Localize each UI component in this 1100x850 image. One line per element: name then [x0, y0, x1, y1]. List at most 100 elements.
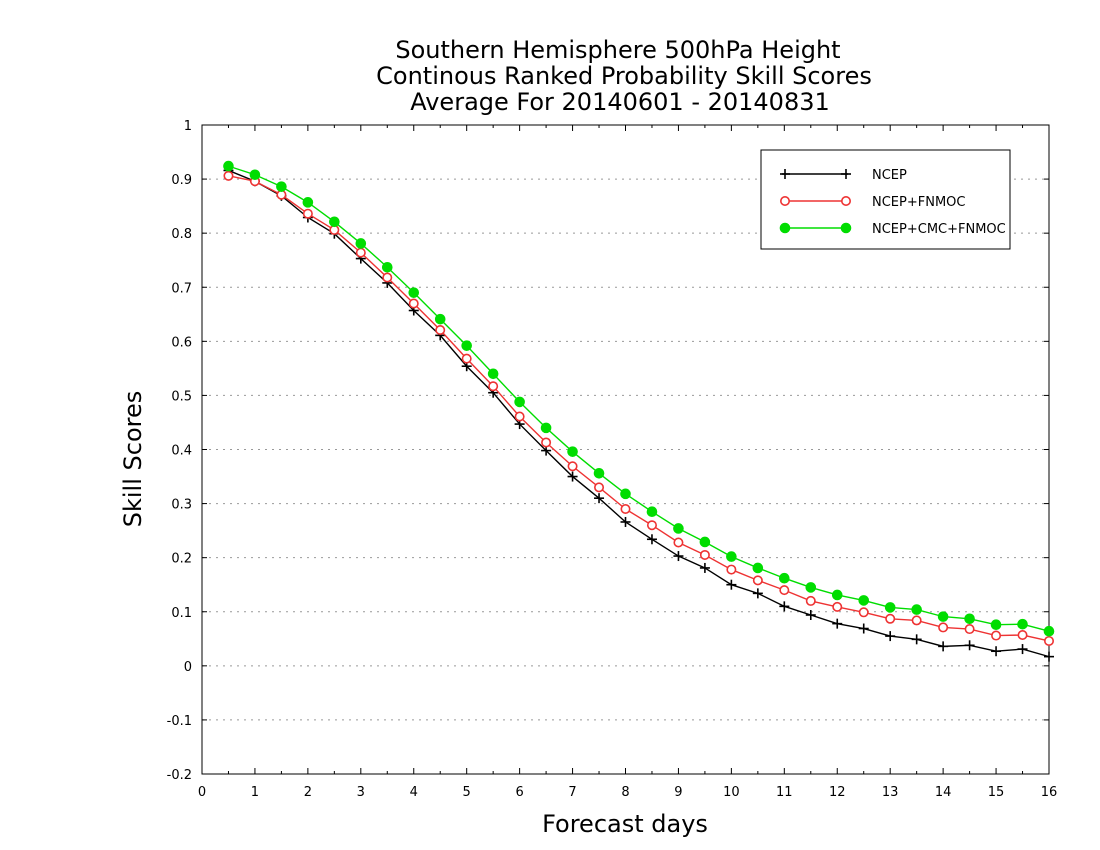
data-point-ncep-fnmoc [673, 537, 684, 548]
data-point-ncep-cmc-fnmoc [355, 238, 367, 249]
data-point-ncep-cmc-fnmoc [1043, 625, 1055, 637]
data-point-ncep-fnmoc [699, 549, 710, 560]
data-point-ncep-fnmoc [911, 615, 922, 626]
data-point-ncep [964, 640, 975, 651]
y-tick-label: 0.1 [171, 606, 192, 621]
data-point-ncep-fnmoc [514, 411, 525, 422]
data-point-ncep-cmc-fnmoc [434, 313, 446, 325]
data-point-ncep [885, 631, 896, 642]
y-tick-label: 0.9 [171, 173, 192, 188]
data-point-ncep-cmc-fnmoc [329, 216, 340, 228]
legend-label: NCEP [872, 168, 907, 183]
data-point-ncep [832, 618, 843, 629]
data-point-ncep [620, 516, 631, 527]
data-point-ncep-fnmoc [752, 575, 763, 586]
data-point-ncep-cmc-fnmoc [805, 582, 817, 593]
title-line-1: Southern Hemisphere 500hPa Height [395, 36, 840, 64]
data-point-ncep [1017, 644, 1028, 655]
data-point-ncep-cmc-fnmoc [593, 467, 605, 479]
data-point-ncep-fnmoc [408, 298, 419, 309]
legend-box [760, 149, 1011, 250]
x-tick-label: 2 [304, 785, 312, 800]
data-point-ncep-cmc-fnmoc [487, 368, 499, 380]
x-tick-label: 14 [935, 785, 952, 800]
data-point-ncep-cmc-fnmoc [540, 422, 552, 434]
data-point-ncep [911, 634, 922, 645]
data-point-ncep-cmc-fnmoc [937, 611, 949, 622]
data-point-ncep-cmc-fnmoc [884, 602, 896, 613]
data-point-ncep-fnmoc [620, 503, 631, 514]
x-tick-label: 8 [621, 785, 629, 800]
data-point-ncep-cmc-fnmoc [381, 261, 393, 273]
x-tick-label: 9 [674, 785, 682, 800]
legend-marker [841, 169, 851, 179]
x-tick-label: 15 [988, 785, 1005, 800]
x-axis-title: Forecast days [542, 810, 708, 838]
legend-marker [840, 196, 851, 207]
data-point-ncep-fnmoc [302, 208, 313, 219]
data-point-ncep-fnmoc [1044, 635, 1055, 646]
x-tick-label: 0 [198, 785, 206, 800]
legend-item-ncep-fnmoc: NCEP+FNMOC [779, 195, 965, 210]
y-tick-label: 0.2 [171, 552, 192, 567]
data-point-ncep-fnmoc [1017, 630, 1028, 641]
y-axis-title: Skill Scores [119, 391, 147, 528]
data-point-ncep-cmc-fnmoc [620, 488, 631, 500]
title-line-3: Average For 20140601 - 20140831 [410, 88, 830, 116]
data-point-ncep-cmc-fnmoc [461, 340, 472, 351]
legend: NCEP NCEP+FNMOC NCEP+CMC+FNMOC [760, 149, 1011, 250]
x-tick-label: 16 [1041, 785, 1058, 800]
y-tick-label: 0.4 [171, 444, 192, 459]
y-tick-label: 0.7 [171, 281, 192, 296]
data-point-ncep-fnmoc [594, 482, 605, 493]
series-ncep-fnmoc [223, 170, 1055, 646]
data-point-ncep [673, 551, 684, 562]
legend-marker [780, 169, 790, 179]
data-point-ncep-fnmoc [726, 564, 737, 575]
x-tick-label: 13 [882, 785, 899, 800]
x-tick-label: 6 [515, 785, 523, 800]
data-point-ncep [699, 562, 710, 573]
data-point-ncep-fnmoc [646, 520, 657, 531]
legend-label: NCEP+FNMOC [872, 195, 965, 210]
y-tick-label: -0.1 [167, 714, 192, 729]
data-point-ncep-cmc-fnmoc [302, 197, 314, 208]
legend-marker [779, 196, 790, 207]
y-tick-label: -0.2 [167, 768, 192, 783]
data-point-ncep-fnmoc [779, 585, 790, 596]
x-tick-label: 4 [410, 785, 418, 800]
data-point-ncep-cmc-fnmoc [646, 506, 658, 517]
series-layer [223, 160, 1055, 662]
y-tick-label: 0.3 [171, 498, 192, 513]
data-point-ncep [858, 623, 869, 634]
data-point-ncep [991, 646, 1002, 657]
data-point-ncep-cmc-fnmoc [567, 446, 578, 457]
legend-marker [840, 222, 852, 234]
x-tick-label: 7 [568, 785, 576, 800]
data-point-ncep-fnmoc [435, 324, 446, 335]
data-point-ncep-cmc-fnmoc [911, 604, 922, 615]
title-line-2: Continous Ranked Probability Skill Score… [376, 62, 872, 90]
data-point-ncep-cmc-fnmoc [726, 551, 737, 562]
data-point-ncep-fnmoc [223, 170, 234, 181]
legend-item-ncep: NCEP [780, 168, 907, 183]
data-point-ncep-fnmoc [541, 437, 552, 448]
data-point-ncep [726, 579, 737, 590]
data-point-ncep-fnmoc [964, 624, 975, 635]
data-point-ncep [752, 588, 763, 599]
y-tick-label: 0 [184, 660, 192, 675]
data-point-ncep [805, 609, 816, 620]
data-point-ncep-cmc-fnmoc [858, 595, 870, 606]
data-point-ncep-cmc-fnmoc [249, 169, 261, 181]
data-point-ncep-fnmoc [832, 601, 843, 612]
x-tick-label: 12 [829, 785, 846, 800]
data-point-ncep-fnmoc [805, 595, 816, 606]
gridlines [202, 178, 1049, 721]
data-point-ncep-fnmoc [991, 630, 1002, 641]
data-point-ncep-cmc-fnmoc [964, 613, 975, 625]
x-tick-label: 1 [251, 785, 259, 800]
y-tick-label: 1 [184, 119, 192, 134]
data-point-ncep-fnmoc [567, 461, 578, 472]
data-point-ncep-fnmoc [938, 622, 949, 633]
series-ncep-cmc-fnmoc [223, 160, 1055, 637]
